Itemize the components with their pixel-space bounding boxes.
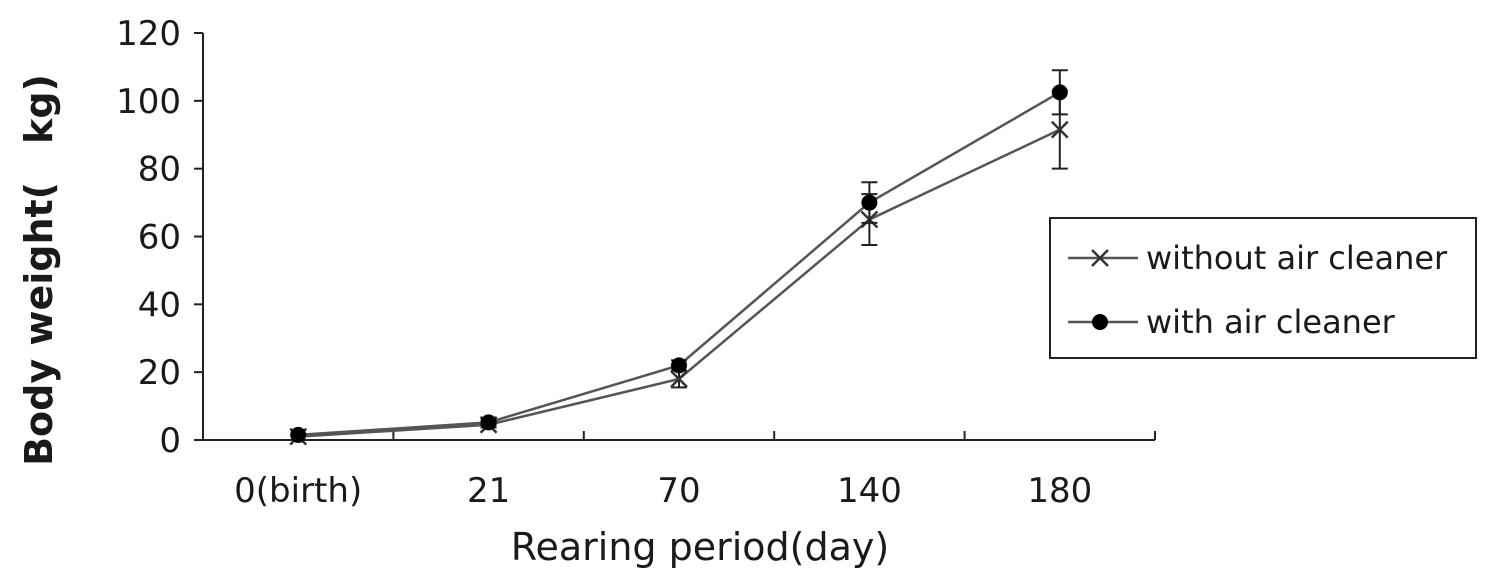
y-tick-label: 100 xyxy=(116,82,181,122)
series-line xyxy=(298,128,1061,438)
x-tick-label: 70 xyxy=(657,471,700,511)
legend: without air cleaner with air cleaner xyxy=(1049,217,1477,359)
y-tick-label: 60 xyxy=(138,218,181,258)
y-axis-title: Body weight( kg) xyxy=(17,74,61,466)
x-axis-title: Rearing period(day) xyxy=(511,525,889,569)
data-point xyxy=(861,194,878,211)
legend-box xyxy=(1049,217,1477,359)
x-tick-label: 0(birth) xyxy=(234,471,362,511)
x-tick-label: 180 xyxy=(1027,471,1092,511)
data-point xyxy=(480,414,497,431)
x-tick-label: 21 xyxy=(467,471,510,511)
y-tick-label: 120 xyxy=(116,14,181,54)
plot-area xyxy=(289,69,1069,446)
legend-label: with air cleaner xyxy=(1146,303,1396,341)
circle-marker-icon xyxy=(1092,314,1108,330)
data-point xyxy=(290,426,307,443)
data-point xyxy=(1051,84,1068,101)
x-marker-icon xyxy=(1091,249,1109,267)
legend-item: with air cleaner xyxy=(1068,303,1396,341)
data-point xyxy=(1050,120,1069,139)
legend-label: without air cleaner xyxy=(1146,239,1448,277)
data-point xyxy=(671,357,687,374)
series-without-air-cleaner xyxy=(289,89,1069,446)
y-tick-label: 0 xyxy=(159,421,181,461)
series-with-air-cleaner xyxy=(290,69,1068,443)
x-tick-label: 140 xyxy=(837,471,902,511)
x-axis: 0(birth) 21 70 140 180 xyxy=(202,431,1156,511)
y-axis: 0 20 40 60 80 100 120 xyxy=(116,14,204,461)
y-tick-label: 80 xyxy=(138,150,181,190)
y-tick-label: 40 xyxy=(138,285,181,325)
legend-item: without air cleaner xyxy=(1068,239,1448,277)
y-tick-label: 20 xyxy=(138,353,181,393)
data-point xyxy=(670,370,688,388)
